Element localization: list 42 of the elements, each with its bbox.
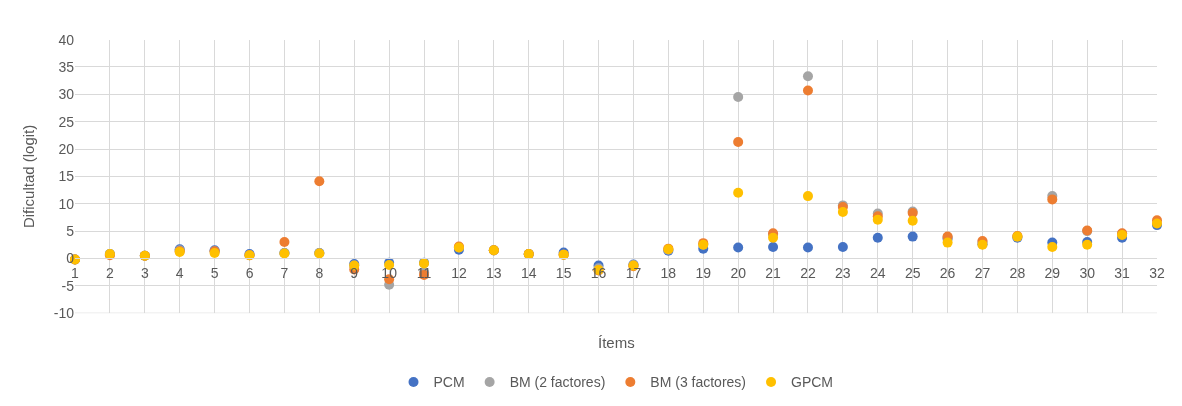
x-tick-label: 3 <box>140 265 149 282</box>
x-tick-label: 32 <box>1149 265 1165 282</box>
legend-label: BM (3 factores) <box>650 374 747 391</box>
y-tick-label: 40 <box>58 31 75 48</box>
x-tick-label: 14 <box>520 265 537 282</box>
y-axis-title: Dificultad (logit) <box>20 124 38 229</box>
x-tick-label: 18 <box>660 265 677 282</box>
x-tick-label: 30 <box>1079 265 1096 282</box>
x-tick-label: 31 <box>1114 265 1131 282</box>
x-axis-title: Ítems <box>598 334 635 351</box>
x-tick-label: 26 <box>939 265 956 282</box>
x-tick-label: 7 <box>280 265 289 282</box>
x-tick-label: 24 <box>869 265 886 282</box>
x-tick-label: 19 <box>695 265 712 282</box>
x-tick-label: 5 <box>210 265 219 282</box>
y-tick-label: 15 <box>58 168 75 185</box>
x-tick-label: 27 <box>974 265 991 282</box>
y-tick-label: 30 <box>58 86 75 103</box>
y-tick-label: -10 <box>53 305 75 322</box>
y-tick-label: 5 <box>66 223 75 240</box>
x-tick-label: 8 <box>315 265 324 282</box>
x-tick-label: 15 <box>555 265 572 282</box>
legend-label: BM (2 factores) <box>509 374 606 391</box>
legend-label: GPCM <box>791 374 834 391</box>
x-tick-label: 12 <box>451 265 467 282</box>
y-tick-label: 20 <box>58 140 75 157</box>
x-tick-label: 13 <box>486 265 502 282</box>
x-tick-label: 17 <box>625 265 642 282</box>
x-tick-label: 23 <box>835 265 851 282</box>
x-tick-label: 28 <box>1009 265 1026 282</box>
x-tick-label: 22 <box>800 265 816 282</box>
y-tick-label: 35 <box>58 58 75 75</box>
x-tick-label: 2 <box>106 265 114 282</box>
x-tick-label: 6 <box>245 265 254 282</box>
x-tick-label: 25 <box>904 265 921 282</box>
x-tick-label: 4 <box>175 265 184 282</box>
x-tick-label: 29 <box>1044 265 1061 282</box>
y-tick-label: 25 <box>58 113 75 130</box>
x-tick-label: 21 <box>765 265 782 282</box>
x-tick-label: 20 <box>730 265 747 282</box>
y-tick-label: 10 <box>58 195 75 212</box>
legend-label: PCM <box>433 374 465 391</box>
